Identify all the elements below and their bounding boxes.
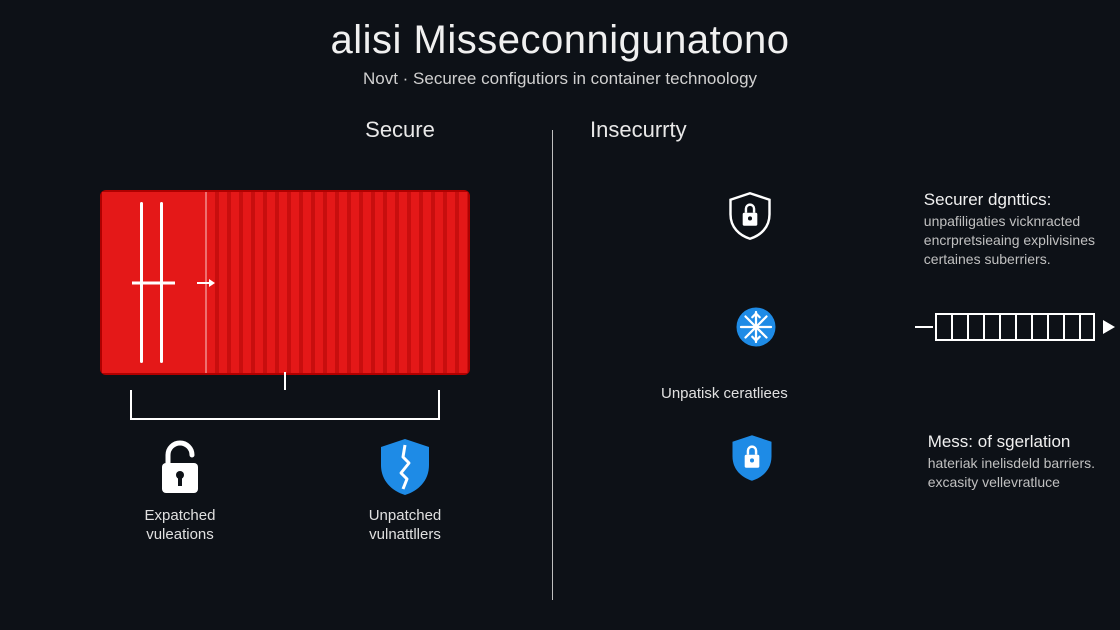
insecurity-column: Securer dgnttics: unpafiligaties vicknra…: [595, 190, 1095, 525]
security-diagnostics-line-3: certaines suberriers.: [924, 250, 1095, 269]
shipping-container-illustration: [100, 190, 470, 375]
shield-crack-icon: [373, 435, 437, 499]
segregation-body: Mess: of sgerlation hateriak inelisdeld …: [928, 432, 1095, 492]
container-door: [102, 192, 207, 373]
unpatched-certificates-item: Unpatisk ceratliees: [595, 303, 1095, 402]
segregation-line-2: excasity vellevratluce: [928, 473, 1095, 492]
vertical-divider: [552, 130, 553, 600]
header: alisi Misseconnigunatono Novt · Securee …: [0, 0, 1120, 89]
measurement-ruler: [935, 313, 1095, 341]
exposed-vulnerabilities-item: Expatchedvuleations: [110, 435, 250, 545]
page-subtitle: Novt · Securee configutiors in container…: [0, 69, 1120, 89]
security-diagnostics-item: Securer dgnttics: unpafiligaties vicknra…: [595, 190, 1095, 269]
unpatched-vulnerabilities-label: Unpatchedvulnattllers: [335, 507, 475, 545]
open-lock-icon: [148, 435, 212, 499]
segregation-line-1: hateriak inelisdeld barriers.: [928, 454, 1095, 473]
security-diagnostics-body: Securer dgnttics: unpafiligaties vicknra…: [924, 190, 1095, 269]
shield-lock-outline-icon: [724, 190, 776, 242]
column-header-secure: Secure: [300, 117, 500, 143]
snowflake-circle-icon: [732, 303, 780, 351]
security-diagnostics-line-1: unpafiligaties vicknracted: [924, 212, 1095, 231]
connector-bracket: [130, 390, 440, 420]
column-header-insecurity: Insecurrty: [560, 117, 820, 143]
page-title: alisi Misseconnigunatono: [0, 18, 1120, 63]
security-diagnostics-line-2: encrpretsieaing explivisines: [924, 231, 1095, 250]
unpatched-vulnerabilities-item: Unpatchedvulnattllers: [335, 435, 475, 545]
security-diagnostics-title: Securer dgnttics:: [924, 190, 1095, 210]
secure-column: [100, 190, 520, 375]
left-icon-row: Expatchedvuleations Unpatchedvulnattller…: [110, 435, 475, 545]
segregation-title: Mess: of sgerlation: [928, 432, 1095, 452]
column-headers: Secure Insecurrty: [0, 117, 1120, 143]
shield-lock-filled-icon: [726, 432, 778, 484]
segregation-item: Mess: of sgerlation hateriak inelisdeld …: [595, 432, 1095, 492]
unpatched-certificates-label: Unpatisk ceratliees: [661, 385, 1095, 402]
container-ribs: [207, 192, 468, 373]
exposed-vulnerabilities-label: Expatchedvuleations: [110, 507, 250, 545]
